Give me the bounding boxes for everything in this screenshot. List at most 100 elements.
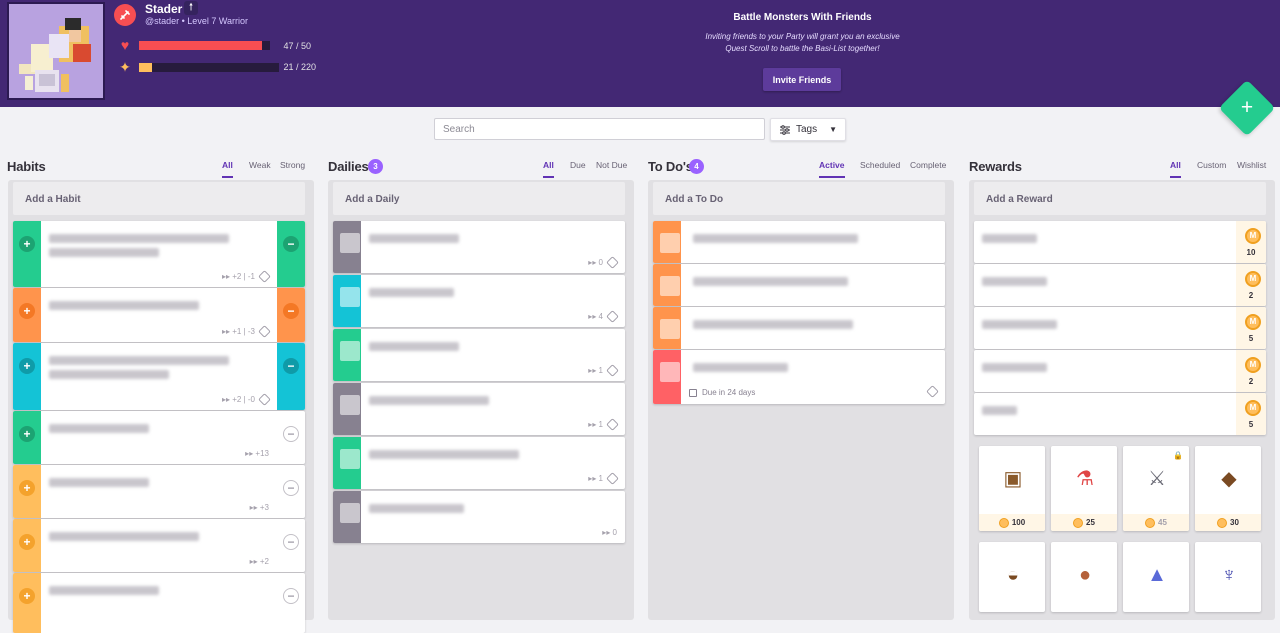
habit-minus-panel[interactable]: − <box>277 221 305 287</box>
tag-icon[interactable] <box>606 364 619 377</box>
plus-icon[interactable]: + <box>19 236 35 252</box>
plus-icon[interactable]: + <box>19 358 35 374</box>
shop-item[interactable]: ⚗ 25 <box>1051 446 1117 531</box>
rewards-filter-wishlist[interactable]: Wishlist <box>1237 160 1267 170</box>
daily-checkbox-panel[interactable] <box>333 329 361 381</box>
shop-item[interactable]: ● <box>1051 542 1117 612</box>
habit-card[interactable]: + − ▸▸ +1 | -3 <box>13 288 305 342</box>
tag-icon[interactable] <box>258 270 271 283</box>
add-daily-input[interactable]: Add a Daily <box>333 182 625 215</box>
tag-icon[interactable] <box>258 393 271 406</box>
habit-card[interactable]: + − <box>13 573 305 633</box>
add-todo-input[interactable]: Add a To Do <box>653 182 945 215</box>
checkbox[interactable] <box>340 395 360 415</box>
minus-icon[interactable]: − <box>283 358 299 374</box>
habit-plus-panel[interactable]: + <box>13 411 41 464</box>
search-input[interactable] <box>434 118 765 140</box>
avatar[interactable] <box>7 2 105 100</box>
todo-checkbox-panel[interactable] <box>653 221 681 263</box>
shop-item[interactable]: ◒ <box>979 542 1045 612</box>
dailies-filter-all[interactable]: All <box>543 156 554 178</box>
todo-card[interactable]: Due in 24 days <box>653 350 945 404</box>
add-reward-input[interactable]: Add a Reward <box>974 182 1266 215</box>
habit-card[interactable]: + − ▸▸ +3 <box>13 465 305 518</box>
todos-filter-active[interactable]: Active <box>819 156 845 178</box>
dailies-filter-not-due[interactable]: Not Due <box>596 160 628 170</box>
todo-card[interactable] <box>653 221 945 263</box>
daily-card[interactable]: ▸▸ 4 <box>333 275 625 327</box>
tag-icon[interactable] <box>926 385 939 398</box>
habit-minus-panel[interactable]: − <box>277 411 305 464</box>
minus-icon[interactable]: − <box>283 236 299 252</box>
plus-icon[interactable]: + <box>19 588 35 604</box>
reward-card[interactable]: M 10 <box>974 221 1266 263</box>
habit-card[interactable]: + − ▸▸ +2 | -0 <box>13 343 305 410</box>
add-habit-input[interactable]: Add a Habit <box>13 182 305 215</box>
tag-icon[interactable] <box>606 472 619 485</box>
daily-checkbox-panel[interactable] <box>333 383 361 435</box>
habit-minus-panel[interactable]: − <box>277 343 305 410</box>
tag-icon[interactable] <box>606 310 619 323</box>
daily-checkbox-panel[interactable] <box>333 437 361 489</box>
rewards-filter-all[interactable]: All <box>1170 156 1181 178</box>
minus-icon[interactable]: − <box>283 480 299 496</box>
habit-minus-panel[interactable]: − <box>277 465 305 518</box>
checkbox[interactable] <box>340 503 360 523</box>
minus-icon[interactable]: − <box>283 534 299 550</box>
habit-plus-panel[interactable]: + <box>13 343 41 410</box>
daily-card[interactable]: ▸▸ 0 <box>333 491 625 543</box>
habit-plus-panel[interactable]: + <box>13 519 41 572</box>
checkbox[interactable] <box>340 287 360 307</box>
habits-filter-weak[interactable]: Weak <box>249 160 271 170</box>
shop-item[interactable]: ♆ <box>1195 542 1261 612</box>
habit-minus-panel[interactable]: − <box>277 519 305 572</box>
plus-icon[interactable]: + <box>19 426 35 442</box>
todo-card[interactable] <box>653 307 945 349</box>
checkbox[interactable] <box>660 233 680 253</box>
habit-card[interactable]: + − ▸▸ +2 | -1 <box>13 221 305 287</box>
daily-card[interactable]: ▸▸ 1 <box>333 383 625 435</box>
minus-icon[interactable]: − <box>283 588 299 604</box>
habit-plus-panel[interactable]: + <box>13 573 41 633</box>
habit-plus-panel[interactable]: + <box>13 288 41 342</box>
minus-icon[interactable]: − <box>283 426 299 442</box>
todo-checkbox-panel[interactable] <box>653 264 681 306</box>
checkbox[interactable] <box>660 276 680 296</box>
todo-checkbox-panel[interactable] <box>653 307 681 349</box>
tag-icon[interactable] <box>606 256 619 269</box>
plus-icon[interactable]: + <box>19 534 35 550</box>
dailies-filter-due[interactable]: Due <box>570 160 586 170</box>
plus-icon[interactable]: + <box>19 303 35 319</box>
daily-card[interactable]: ▸▸ 0 <box>333 221 625 273</box>
todos-filter-complete[interactable]: Complete <box>910 160 947 170</box>
rewards-filter-custom[interactable]: Custom <box>1197 160 1227 170</box>
daily-card[interactable]: ▸▸ 1 <box>333 329 625 381</box>
reward-buy-panel[interactable]: M 10 <box>1236 221 1266 263</box>
checkbox[interactable] <box>340 449 360 469</box>
habit-minus-panel[interactable]: − <box>277 573 305 633</box>
checkbox[interactable] <box>340 341 360 361</box>
todo-checkbox-panel[interactable] <box>653 350 681 404</box>
checkbox[interactable] <box>340 233 360 253</box>
daily-checkbox-panel[interactable] <box>333 491 361 543</box>
habit-card[interactable]: + − ▸▸ +2 <box>13 519 305 572</box>
tag-icon[interactable] <box>258 325 271 338</box>
checkbox[interactable] <box>660 362 680 382</box>
tag-icon[interactable] <box>606 418 619 431</box>
shop-item[interactable]: ▲ <box>1123 542 1189 612</box>
plus-icon[interactable]: + <box>19 480 35 496</box>
shop-item[interactable]: ▣ 100 <box>979 446 1045 531</box>
habit-card[interactable]: + − ▸▸ +13 <box>13 411 305 464</box>
habit-minus-panel[interactable]: − <box>277 288 305 342</box>
habit-plus-panel[interactable]: + <box>13 221 41 287</box>
habit-plus-panel[interactable]: + <box>13 465 41 518</box>
shop-item[interactable]: ⚔ 🔒 45 <box>1123 446 1189 531</box>
todos-filter-scheduled[interactable]: Scheduled <box>860 160 901 170</box>
habits-filter-all[interactable]: All <box>222 156 233 178</box>
